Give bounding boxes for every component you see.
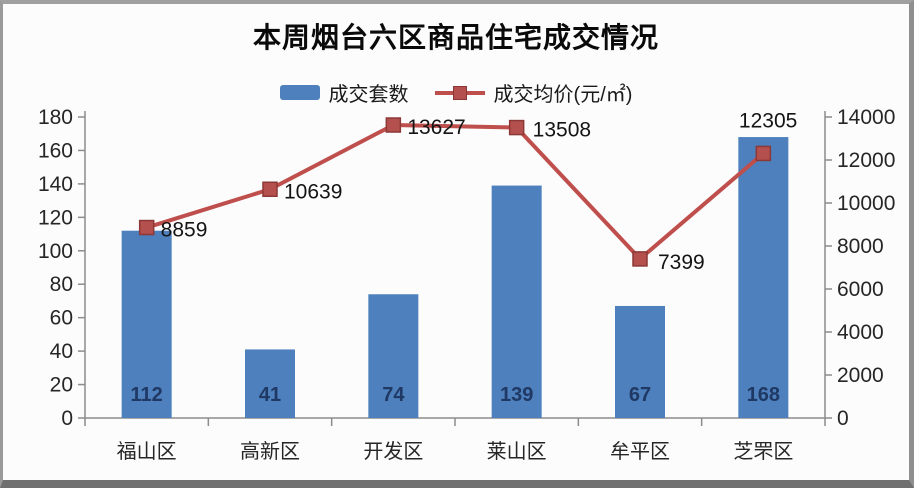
category-label: 高新区 — [240, 440, 300, 463]
category-label: 福山区 — [117, 440, 177, 463]
right-axis-tick-label: 4000 — [837, 321, 884, 344]
right-axis-tick-label: 10000 — [837, 192, 895, 215]
bar-value-label: 41 — [259, 384, 281, 406]
category-label: 开发区 — [363, 440, 423, 463]
bar-福山区 — [121, 230, 172, 418]
line-marker — [632, 251, 648, 267]
line-marker — [508, 119, 525, 136]
bar-value-label: 112 — [131, 384, 163, 406]
bar-value-label: 139 — [500, 384, 533, 406]
bar-开发区 — [368, 294, 419, 418]
category-label: 莱山区 — [487, 440, 547, 463]
line-swatch-marker — [452, 86, 467, 100]
legend-label-line-series: 成交均价(元/㎡) — [493, 84, 633, 106]
combo-chart-plot: 0 20 40 60 80 100 120 140 160 180 0 2000 4000 6000 800… — [38, 106, 895, 463]
line-marker — [262, 181, 278, 198]
line-marker — [755, 145, 772, 162]
bar-牟平区 — [615, 305, 665, 418]
left-axis-tick-label: 180 — [38, 106, 73, 129]
chart-legend: 成交套数 成交均价(元/㎡) — [3, 78, 909, 107]
right-axis-tick-label: 14000 — [837, 106, 895, 129]
line-marker-swatch-icon — [434, 85, 485, 100]
bar-高新区 — [245, 349, 295, 418]
price-line — [146, 123, 765, 262]
price-value-label: 7399 — [658, 251, 705, 274]
bar-swatch-icon — [279, 85, 320, 100]
chart-title: 本周烟台六区商品住宅成交情况 — [252, 22, 659, 53]
category-label: 芝罘区 — [733, 440, 793, 463]
right-axis-tick-label: 12000 — [837, 149, 895, 172]
right-axis-tick-label: 0 — [837, 407, 849, 430]
price-value-label: 13627 — [407, 116, 465, 139]
left-axis-tick-label: 80 — [50, 273, 73, 296]
bar-value-label: 67 — [629, 384, 651, 406]
legend-item-bar-series: 成交套数 — [279, 78, 409, 107]
line-marker — [385, 117, 402, 133]
right-axis-tick-label: 8000 — [837, 235, 884, 258]
left-axis-tick-label: 140 — [38, 173, 73, 196]
price-value-label: 13508 — [533, 119, 591, 142]
left-axis-tick-label: 120 — [38, 206, 73, 229]
left-axis-tick-label: 40 — [50, 340, 73, 363]
right-axis-tick-label: 2000 — [837, 364, 884, 387]
price-value-label: 10639 — [284, 180, 342, 203]
bar-芝罘区 — [738, 137, 789, 419]
category-label: 牟平区 — [610, 440, 670, 463]
line-marker — [138, 219, 155, 236]
left-axis-tick-label: 100 — [38, 240, 73, 263]
left-axis-tick-label: 60 — [50, 307, 73, 330]
bar-value-label: 168 — [747, 384, 780, 406]
left-axis-tick-label: 20 — [50, 374, 73, 397]
right-axis-tick-label: 6000 — [837, 278, 884, 301]
legend-label-bar-series: 成交套数 — [328, 84, 409, 106]
left-axis-tick-label: 160 — [38, 139, 73, 162]
price-value-label: 8859 — [161, 219, 208, 242]
left-axis-tick-label: 0 — [61, 407, 73, 430]
bar-莱山区 — [491, 185, 542, 418]
price-value-label: 12305 — [739, 109, 797, 132]
legend-item-line-series: 成交均价(元/㎡) — [434, 78, 633, 107]
bar-value-label: 74 — [382, 384, 405, 406]
